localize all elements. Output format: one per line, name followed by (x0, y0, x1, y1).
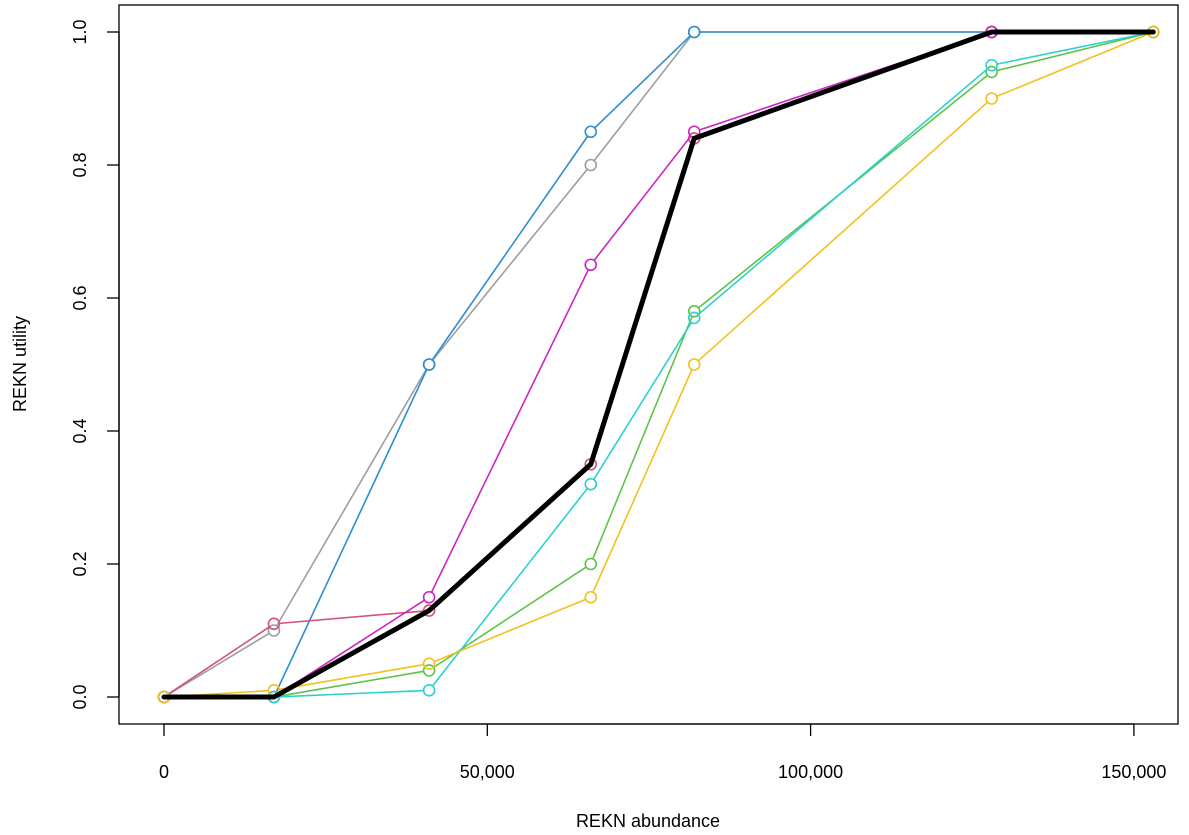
series-segment (430, 269, 590, 593)
data-point (584, 477, 598, 491)
series-segment (279, 663, 424, 691)
series-segment (593, 35, 692, 162)
data-point (422, 684, 436, 697)
series-segment (592, 322, 692, 480)
series-3 (157, 25, 1160, 704)
x-tick-label: 100,000 (778, 762, 843, 782)
y-axis-title: REKN utility (10, 316, 30, 412)
y-tick-label: 0.8 (70, 152, 90, 177)
data-point (267, 617, 281, 631)
y-tick-label: 0.6 (70, 285, 90, 310)
series-2 (157, 25, 1160, 704)
data-point (985, 65, 998, 79)
y-tick-label: 1.0 (70, 19, 90, 44)
data-point (584, 158, 598, 172)
data-point (584, 125, 598, 139)
data-point (687, 304, 701, 318)
series-7 (157, 25, 1160, 704)
series-segment (276, 368, 428, 627)
series-4 (157, 25, 1160, 704)
series-segment (697, 68, 988, 315)
series-segment (592, 369, 693, 593)
y-axis: 0.0 0.2 0.4 0.6 0.8 1.0 (70, 19, 120, 710)
series-6 (157, 25, 1160, 704)
series-consensus (161, 29, 1156, 700)
y-tick-label: 0.2 (70, 551, 90, 576)
series-segment (168, 632, 270, 695)
data-point (687, 311, 701, 325)
data-point (584, 557, 598, 571)
series-segment (594, 35, 691, 129)
data-point (422, 657, 436, 671)
series-segment (697, 101, 989, 362)
series-5 (157, 25, 1160, 704)
x-tick-label: 50,000 (460, 762, 515, 782)
data-point (422, 358, 436, 371)
series-segment (996, 32, 1149, 72)
x-tick-label: 0 (159, 762, 169, 782)
data-point (985, 92, 998, 105)
series-segment (279, 610, 424, 625)
x-tick-label: 150,000 (1101, 762, 1166, 782)
series-segment (996, 33, 1149, 98)
data-point (584, 590, 598, 604)
data-point (422, 604, 436, 617)
data-point (422, 590, 436, 604)
data-point (687, 358, 701, 371)
series-segment (279, 670, 424, 697)
series-segment (168, 626, 270, 695)
y-tick-label: 0.4 (70, 418, 90, 443)
series-line (161, 29, 1156, 700)
series-segment (431, 135, 589, 361)
series-layer (157, 25, 1160, 704)
series-segment (431, 168, 588, 361)
y-tick-label: 0.0 (70, 684, 90, 709)
data-point (422, 664, 436, 677)
series-segment (279, 689, 424, 698)
plot-frame (118, 4, 1179, 725)
x-axis: 0 50,000 100,000 150,000 (159, 723, 1166, 782)
data-point (687, 25, 701, 39)
series-segment (996, 32, 1149, 65)
series-segment (431, 488, 588, 687)
data-point (267, 624, 281, 637)
data-point (584, 258, 598, 272)
series-1 (157, 25, 1160, 704)
series-segment (592, 316, 693, 560)
series-segment (433, 598, 586, 663)
series-segment (275, 369, 428, 693)
series-segment (593, 135, 692, 261)
data-point (985, 58, 998, 72)
x-axis-title: REKN abundance (576, 811, 720, 831)
